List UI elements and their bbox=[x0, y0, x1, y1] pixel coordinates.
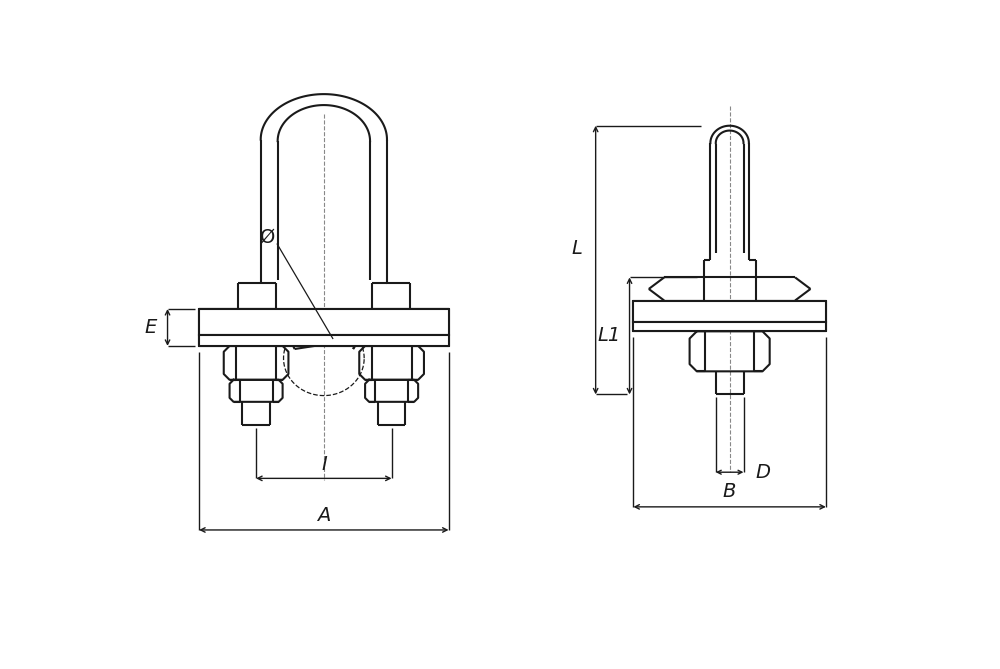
Text: B: B bbox=[723, 482, 736, 502]
Text: I: I bbox=[321, 455, 327, 474]
Text: E: E bbox=[144, 318, 157, 337]
Text: A: A bbox=[317, 506, 331, 525]
Bar bbox=[633, 300, 826, 322]
Text: Ø: Ø bbox=[260, 228, 275, 247]
Bar bbox=[633, 322, 826, 331]
Bar bbox=[199, 309, 449, 335]
Text: L: L bbox=[571, 239, 582, 258]
Text: L1: L1 bbox=[598, 326, 621, 345]
Bar bbox=[199, 335, 449, 346]
Text: D: D bbox=[755, 463, 770, 482]
